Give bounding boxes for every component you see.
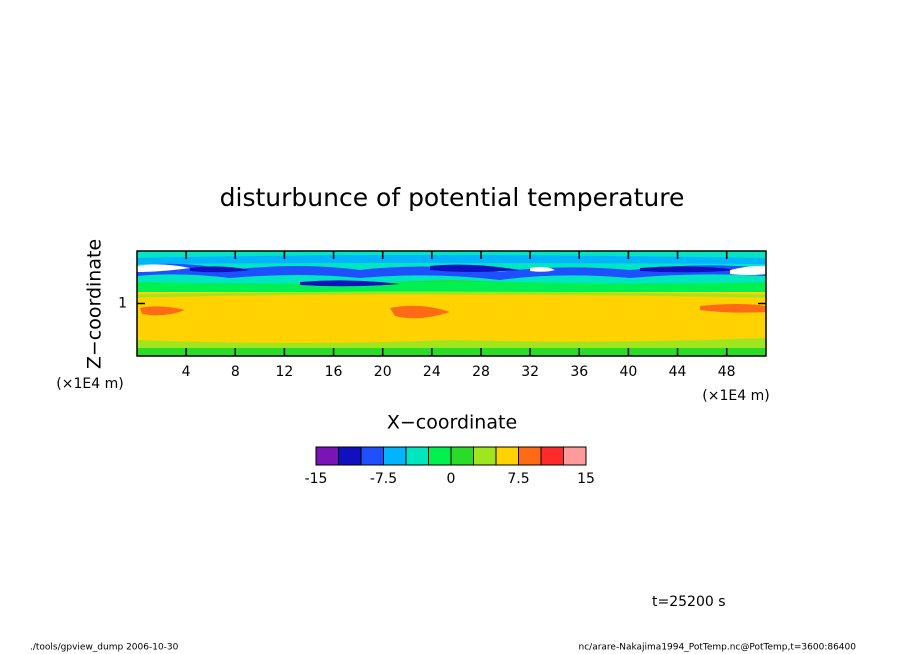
colorbar-tick-label: 15 <box>577 471 595 487</box>
chart-title: disturbunce of potential temperature <box>220 183 685 212</box>
colorbar-tick-label: 7.5 <box>507 471 529 487</box>
x-unit: (×1E4 m) <box>702 388 769 404</box>
x-tick-label: 48 <box>718 364 736 380</box>
x-tick-label: 12 <box>276 364 294 380</box>
time-annotation: t=25200 s <box>652 594 726 610</box>
colorbar-tick-label: -15 <box>305 471 328 487</box>
x-axis-label: X−coordinate <box>387 412 517 434</box>
y-axis-label: Z−coordinate <box>84 239 106 369</box>
colorbar-tick-label: 0 <box>447 471 456 487</box>
x-tick-label: 4 <box>182 364 191 380</box>
colorbar-cell <box>473 446 497 466</box>
x-tick-label: 24 <box>423 364 441 380</box>
colorbar-cell <box>338 446 362 466</box>
x-tick-label: 8 <box>231 364 240 380</box>
colorbar-cell <box>360 446 384 466</box>
x-tick-label: 28 <box>472 364 490 380</box>
x-tick-label: 32 <box>521 364 539 380</box>
colorbar-tick-label: -7.5 <box>370 471 397 487</box>
colorbar-cell <box>405 446 429 466</box>
contour-field <box>137 251 766 356</box>
footer-right: nc/arare-Nakajima1994_PotTemp.nc@PotTemp… <box>579 643 857 653</box>
y-tick-label: 1 <box>118 296 127 312</box>
colorbar-cell <box>383 446 407 466</box>
colorbar-cell <box>563 446 587 466</box>
colorbar-cell <box>428 446 452 466</box>
x-tick-label: 20 <box>374 364 392 380</box>
colorbar-cell <box>518 446 542 466</box>
colorbar-cell <box>540 446 564 466</box>
x-tick-label: 36 <box>570 364 588 380</box>
x-tick-label: 40 <box>619 364 637 380</box>
footer-left: ./tools/gpview_dump 2006-10-30 <box>30 643 179 653</box>
y-unit: (×1E4 m) <box>56 376 123 392</box>
x-tick-label: 16 <box>325 364 343 380</box>
colorbar-cell <box>450 446 474 466</box>
colorbar-cell <box>495 446 519 466</box>
x-tick-label: 44 <box>669 364 687 380</box>
colorbar-cell <box>315 446 339 466</box>
